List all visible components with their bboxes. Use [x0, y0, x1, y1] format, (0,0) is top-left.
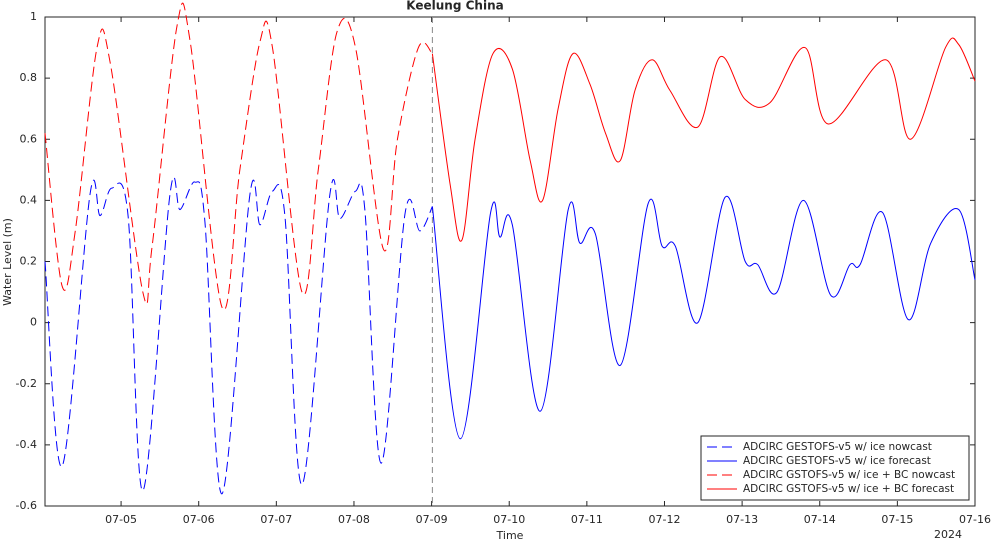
- x-tick-label: 07-06: [183, 513, 215, 526]
- x-tick-label: 07-13: [726, 513, 758, 526]
- y-tick-label: 1: [30, 10, 37, 23]
- chart-title: Keelung China: [406, 0, 503, 13]
- x-tick-label: 07-08: [338, 513, 370, 526]
- plot-frame: [44, 16, 976, 507]
- x-tick-label: 07-10: [493, 513, 525, 526]
- legend-label: ADCIRC GESTOFS-v5 w/ ice forecast: [743, 455, 931, 467]
- x-tick-label: 07-15: [881, 513, 913, 526]
- x-tick-label: 07-14: [804, 513, 836, 526]
- y-tick-label: 0.2: [20, 255, 38, 268]
- x-tick-label: 07-11: [571, 513, 603, 526]
- x-tick-label: 07-05: [105, 513, 137, 526]
- legend-label: ADCIRC GSTOFS-v5 w/ ice + BC nowcast: [743, 469, 955, 481]
- y-tick-label: 0.6: [20, 132, 38, 145]
- legend-label: ADCIRC GSTOFS-v5 w/ ice + BC forecast: [743, 483, 954, 495]
- x-tick-label: 07-07: [260, 513, 292, 526]
- y-tick-label: 0: [30, 316, 37, 329]
- x-tick-label: 07-12: [648, 513, 680, 526]
- x-axis-label: Time: [496, 529, 524, 541]
- series-line: [431, 37, 976, 242]
- x-tick-label: 07-09: [416, 513, 448, 526]
- y-axis-label: Water Level (m): [1, 218, 14, 306]
- x-tick-label: 07-16: [959, 513, 991, 526]
- y-tick-label: 0.8: [20, 71, 38, 84]
- legend-label: ADCIRC GESTOFS-v5 w/ ice nowcast: [743, 441, 932, 453]
- x-year-label: 2024: [934, 528, 962, 541]
- y-tick-label: -0.2: [16, 377, 37, 390]
- y-tick-label: -0.6: [16, 499, 37, 512]
- series-line: [44, 176, 433, 495]
- y-tick-label: 0.4: [20, 193, 38, 206]
- series-line: [431, 195, 976, 440]
- y-tick-label: -0.4: [16, 438, 37, 451]
- series-line: [44, 2, 433, 311]
- legend-box: [700, 435, 970, 501]
